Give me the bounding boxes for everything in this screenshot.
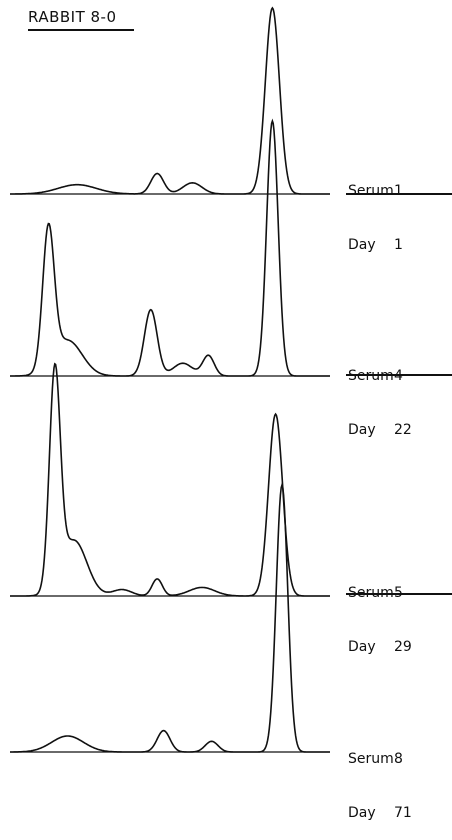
serum-label: Serum (348, 751, 394, 767)
day-label: Day (348, 422, 376, 438)
trace-2-label: Serum4 Day 22 (348, 331, 412, 457)
serum-number: 4 (394, 368, 403, 384)
day-label: Day (348, 237, 376, 253)
chart-title: RABBIT 8-0 (28, 8, 117, 26)
day-number: 1 (394, 237, 403, 253)
serum-number: 1 (394, 183, 403, 199)
day-number: 29 (394, 639, 412, 655)
trace-4-line (10, 482, 330, 753)
serum-label: Serum (348, 183, 394, 199)
serum-number: 8 (394, 751, 403, 767)
trace-3-label-underline (346, 593, 452, 595)
trace-1-line (10, 6, 330, 195)
serum-label: Serum (348, 368, 394, 384)
densitometer-traces (10, 6, 330, 753)
day-label: Day (348, 805, 376, 821)
trace-3-line (10, 362, 330, 597)
day-number: 71 (394, 805, 412, 821)
title-underline (28, 29, 134, 31)
trace-2-label-underline (346, 374, 452, 376)
day-label: Day (348, 639, 376, 655)
day-number: 22 (394, 422, 412, 438)
trace-2-line (10, 118, 330, 377)
trace-1-label: Serum1 Day 1 (348, 146, 403, 272)
trace-4-label: Serum8 Day 71 (348, 714, 412, 840)
trace-1-label-underline (346, 193, 452, 195)
